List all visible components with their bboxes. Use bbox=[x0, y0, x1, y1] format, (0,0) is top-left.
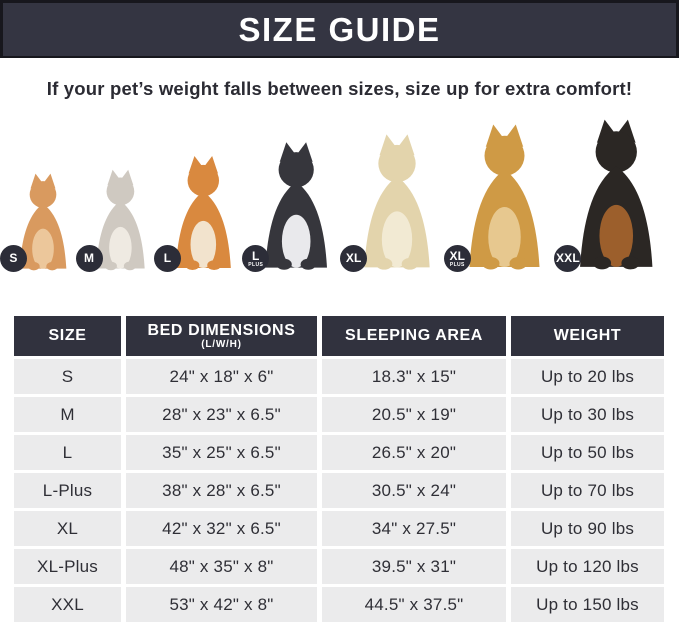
cell-size: XL bbox=[14, 511, 121, 546]
dog-labrador: XL bbox=[340, 132, 446, 272]
col-header-sleeping-area: SLEEPING AREA bbox=[322, 316, 506, 356]
cell-weight: Up to 150 lbs bbox=[511, 587, 664, 622]
cell-size: XL-Plus bbox=[14, 549, 121, 584]
cell-weight: Up to 50 lbs bbox=[511, 435, 664, 470]
dog-illustration bbox=[364, 134, 430, 270]
cell-bed-dimensions: 38" x 28" x 6.5" bbox=[126, 473, 317, 508]
dog-border-collie: L PLUS bbox=[242, 140, 342, 272]
size-badge-s: S bbox=[0, 245, 27, 272]
cell-size: L bbox=[14, 435, 121, 470]
cell-sleeping-area: 18.3" x 15" bbox=[322, 359, 506, 394]
size-badge-xxl: XXL bbox=[554, 245, 582, 272]
cell-sleeping-area: 34" x 27.5" bbox=[322, 511, 506, 546]
cell-bed-dimensions: 53" x 42" x 8" bbox=[126, 587, 317, 622]
cell-sleeping-area: 44.5" x 37.5" bbox=[322, 587, 506, 622]
cell-weight: Up to 20 lbs bbox=[511, 359, 664, 394]
size-table: SIZE BED DIMENSIONS (L/W/H) SLEEPING ARE… bbox=[14, 316, 664, 622]
dog-illustration bbox=[580, 119, 653, 270]
cell-sleeping-area: 20.5" x 19" bbox=[322, 397, 506, 432]
cell-sleeping-area: 39.5" x 31" bbox=[322, 549, 506, 584]
col-header-weight: WEIGHT bbox=[511, 316, 664, 356]
cell-sleeping-area: 26.5" x 20" bbox=[322, 435, 506, 470]
cell-weight: Up to 30 lbs bbox=[511, 397, 664, 432]
size-badge-l: L bbox=[154, 245, 182, 272]
dog-doberman: XXL bbox=[554, 117, 671, 272]
size-badge-l-plus: L PLUS bbox=[242, 245, 270, 272]
cell-bed-dimensions: 28" x 23" x 6.5" bbox=[126, 397, 317, 432]
dog-french-bulldog: M bbox=[75, 168, 157, 272]
cell-sleeping-area: 30.5" x 24" bbox=[322, 473, 506, 508]
col-header-bed-dimensions-label: BED DIMENSIONS bbox=[147, 321, 296, 339]
cell-bed-dimensions: 24" x 18" x 6" bbox=[126, 359, 317, 394]
col-header-bed-dimensions-sub: (L/W/H) bbox=[201, 339, 242, 351]
cell-bed-dimensions: 42" x 32" x 6.5" bbox=[126, 511, 317, 546]
dog-illustration bbox=[95, 169, 145, 271]
cell-size: M bbox=[14, 397, 121, 432]
cell-bed-dimensions: 35" x 25" x 6.5" bbox=[126, 435, 317, 470]
dog-illustration bbox=[175, 155, 231, 271]
cell-size: L-Plus bbox=[14, 473, 121, 508]
cell-bed-dimensions: 48" x 35" x 8" bbox=[126, 549, 317, 584]
cell-weight: Up to 90 lbs bbox=[511, 511, 664, 546]
dog-illustration bbox=[265, 142, 328, 270]
page-title: SIZE GUIDE bbox=[238, 10, 441, 48]
cell-weight: Up to 120 lbs bbox=[511, 549, 664, 584]
dog-illustration bbox=[469, 124, 540, 270]
size-badge-xl-plus: XL PLUS bbox=[443, 245, 471, 272]
cell-weight: Up to 70 lbs bbox=[511, 473, 664, 508]
size-badge-m: M bbox=[75, 245, 103, 272]
dog-pomeranian: S bbox=[0, 172, 78, 272]
size-badge-xl: XL bbox=[340, 245, 368, 272]
size-guide-banner: SIZE GUIDE bbox=[0, 0, 679, 58]
cell-size: S bbox=[14, 359, 121, 394]
col-header-size: SIZE bbox=[14, 316, 121, 356]
dog-shiba-inu: L bbox=[154, 154, 245, 272]
dog-size-lineup: S M L L PLUS bbox=[0, 110, 679, 272]
sizing-advice-text: If your pet’s weight falls between sizes… bbox=[46, 78, 633, 99]
dog-illustration bbox=[19, 173, 67, 271]
col-header-bed-dimensions: BED DIMENSIONS (L/W/H) bbox=[126, 316, 317, 356]
cell-size: XXL bbox=[14, 587, 121, 622]
dog-golden-retriever: XL PLUS bbox=[443, 122, 557, 272]
